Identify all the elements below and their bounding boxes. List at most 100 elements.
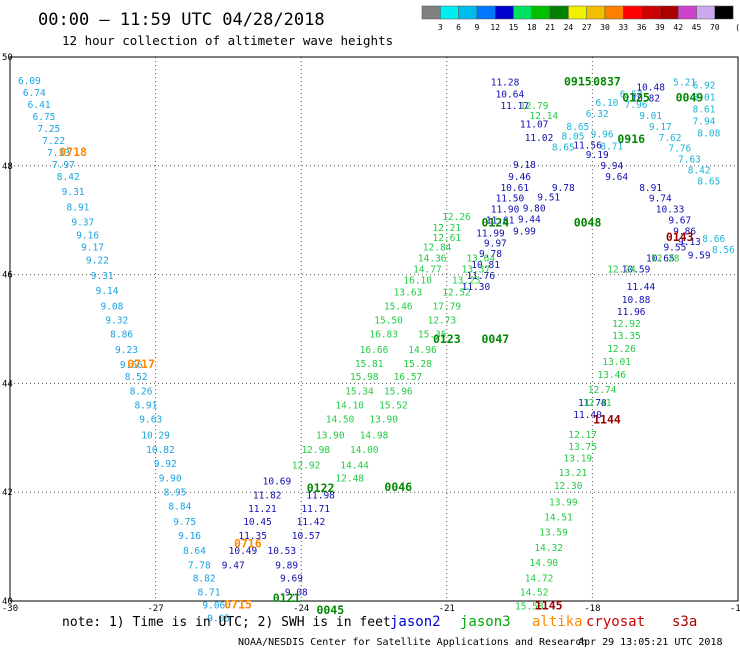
color-scale-swatch (421, 5, 441, 20)
pass-time-label: 0124 (481, 216, 509, 230)
color-scale-tick: 12 (490, 23, 500, 32)
satellite-legend: jason2 jason3 altika cryosat s3a (390, 614, 697, 630)
wave-height-label: 12.28 (651, 254, 680, 265)
wave-height-label: 9.06 (202, 601, 225, 612)
footer-timestamp: Apr 29 13:05:21 UTC 2018 (578, 637, 723, 648)
wave-height-label: 11.50 (496, 194, 525, 205)
wave-height-label: 9.97 (484, 238, 507, 249)
wave-height-label: 6.32 (586, 109, 609, 120)
color-scale-tick: 27 (582, 23, 592, 32)
wave-height-label: 9.64 (605, 172, 628, 183)
wave-height-label: 8.91 (134, 400, 157, 411)
wave-height-label: 8.05 (562, 132, 585, 143)
wave-height-label: 12.61 (432, 233, 461, 244)
wave-height-label: 8.71 (600, 141, 623, 152)
wave-height-label: 9.13 (678, 237, 701, 248)
wave-height-label: 15.52 (379, 400, 408, 411)
color-scale-swatch (494, 5, 514, 20)
wave-height-label: 8.71 (198, 588, 221, 599)
wave-height-label: 8.66 (702, 234, 725, 245)
wave-height-label: 8.84 (168, 502, 191, 513)
wave-height-label: 12.73 (428, 316, 457, 327)
color-scale-unit: (ft) (735, 23, 740, 32)
wave-height-label: 9.80 (523, 203, 546, 214)
wave-height-label: 13.23 (452, 275, 481, 286)
wave-height-label: 14.10 (335, 400, 364, 411)
wave-height-label: 14.72 (525, 573, 554, 584)
wave-height-label: 15.98 (350, 372, 379, 383)
wave-height-label: 10.64 (496, 89, 525, 100)
color-scale-swatch (549, 5, 569, 20)
wave-height-label: 5.21 (673, 77, 696, 88)
wave-height-label: 8.65 (697, 176, 720, 187)
color-scale-tick: 15 (509, 23, 519, 32)
wave-height-label: 6.53 (620, 89, 643, 100)
satellite-legend-s3a: s3a (672, 614, 697, 630)
satellite-legend-altika: altika (532, 614, 583, 630)
wave-height-label: 14.77 (413, 264, 442, 275)
wave-height-label: 6.09 (18, 76, 41, 87)
wave-height-label: 10.61 (500, 183, 529, 194)
wave-height-label: 10.88 (622, 295, 651, 306)
wave-height-label: 12.21 (432, 223, 461, 234)
wave-height-label: 10.45 (243, 517, 272, 528)
wave-height-label: 7.33 (47, 148, 70, 159)
color-scale-tick: 24 (564, 23, 574, 32)
y-tick-label: 44 (2, 379, 13, 389)
wave-height-label: 9.59 (688, 250, 711, 261)
wave-height-label: 12.79 (520, 101, 549, 112)
wave-height-label: 12.26 (607, 344, 636, 355)
wave-height-label: 15.81 (355, 359, 384, 370)
wave-height-label: 9.23 (115, 345, 138, 356)
wave-height-label: 9.31 (62, 187, 85, 198)
wave-height-label: 14.00 (350, 445, 379, 456)
wave-height-label: 15.58 (515, 602, 544, 613)
wave-height-label: 11.07 (520, 120, 549, 131)
wave-height-label: 11.02 (525, 133, 554, 144)
wave-height-label: 9.86 (673, 226, 696, 237)
wave-height-label: 11.28 (491, 77, 520, 88)
wave-height-label: 9.94 (600, 161, 623, 172)
wave-height-label: 7.63 (678, 155, 701, 166)
wave-height-label: 7.78 (188, 560, 211, 571)
wave-height-label: 7.62 (659, 133, 682, 144)
wave-height-label: 11.96 (617, 307, 646, 318)
wave-height-label: 8.64 (183, 546, 206, 557)
wave-height-label: 11.82 (253, 491, 282, 502)
wave-height-label: 9.17 (81, 243, 104, 254)
wave-height-label: 8.42 (688, 165, 711, 176)
color-scale-swatch (568, 5, 587, 20)
wave-height-label: 14.50 (326, 415, 355, 426)
satellite-legend-jason3: jason3 (460, 614, 511, 630)
wave-height-label: 15.50 (374, 316, 403, 327)
wave-height-label: 10.81 (471, 260, 500, 271)
wave-height-label: 8.95 (164, 487, 187, 498)
pass-time-label: 0915 (564, 74, 592, 88)
color-scale-swatch (696, 5, 716, 20)
pass-time-label: 0121 (273, 591, 301, 605)
wave-height-label: 9.05 (207, 614, 230, 625)
chart-subtitle: 12 hour collection of altimeter wave hei… (62, 33, 393, 48)
wave-height-label: 9.74 (649, 194, 672, 205)
pass-time-label: 0046 (384, 480, 412, 494)
wave-height-label: 9.69 (280, 573, 303, 584)
color-scale-tick: 36 (637, 23, 647, 32)
wave-height-label: 8.91 (639, 183, 662, 194)
wave-height-label: 9.44 (518, 214, 541, 225)
wave-height-label: 13.75 (568, 442, 597, 453)
wave-height-label: 13.37 (462, 264, 491, 275)
wave-height-label: 11.71 (301, 504, 330, 515)
pass-time-label: 0047 (481, 332, 509, 346)
wave-height-label: 10.29 (141, 430, 170, 441)
wave-height-label: 13.59 (539, 528, 568, 539)
wave-height-label: 6.41 (28, 100, 51, 111)
wave-height-label: 8.42 (57, 172, 80, 183)
wave-height-label: 17.79 (432, 301, 461, 312)
wave-height-label: 7.25 (37, 124, 60, 135)
wave-height-label: 13.63 (394, 287, 423, 298)
wave-height-label: 8.91 (67, 202, 90, 213)
wave-height-label: 11.99 (476, 229, 505, 240)
wave-height-label: 15.34 (345, 386, 374, 397)
